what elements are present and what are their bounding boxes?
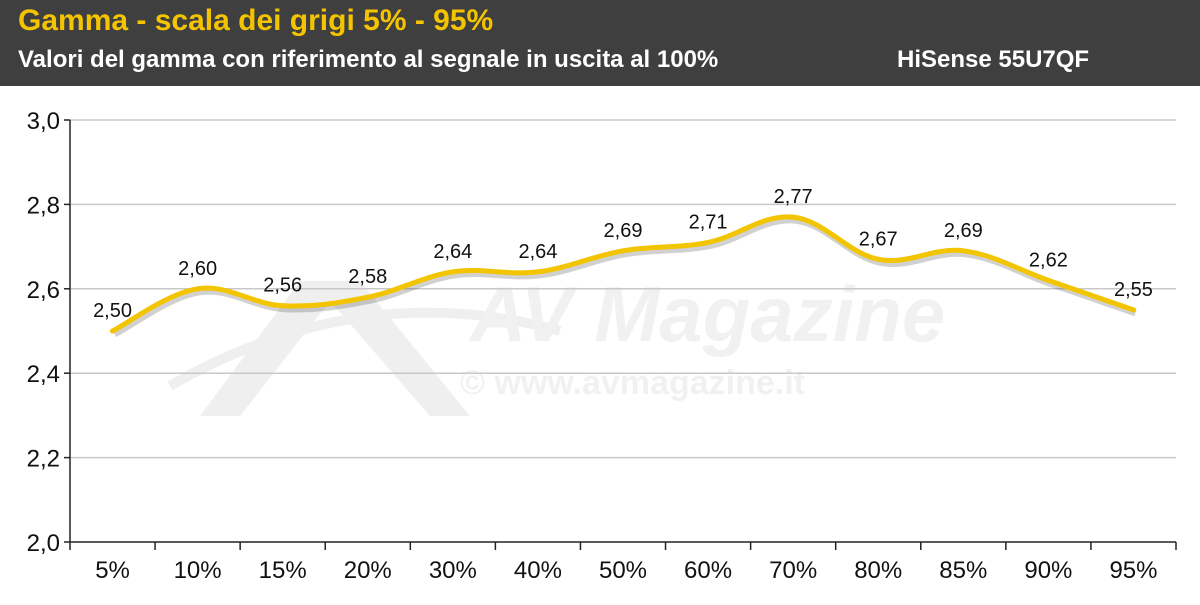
data-label: 2,71 (689, 211, 728, 233)
x-tick-label: 20% (344, 557, 392, 584)
device-model: HiSense 55U7QF (897, 46, 1090, 73)
y-tick-label: 3,0 (27, 108, 60, 135)
data-point (705, 239, 711, 245)
x-tick-label: 10% (174, 557, 222, 584)
data-label: 2,69 (604, 220, 643, 242)
x-tick-label: 95% (1109, 557, 1157, 584)
x-tick-label: 80% (854, 557, 902, 584)
x-tick-label: 50% (599, 557, 647, 584)
y-tick-label: 2,4 (27, 361, 60, 388)
data-point (110, 328, 116, 334)
data-point (620, 248, 626, 254)
data-label: 2,55 (1114, 279, 1153, 301)
data-label: 2,67 (859, 228, 898, 250)
chart-subtitle: Valori del gamma con riferimento al segn… (18, 46, 719, 73)
data-label: 2,77 (774, 186, 813, 208)
watermark: AV Magazine © www.avmagazine.it (167, 270, 945, 416)
data-point (1045, 277, 1051, 283)
series-gamma (110, 214, 1137, 338)
x-tick-label: 40% (514, 557, 562, 584)
x-tick-label: 15% (259, 557, 307, 584)
data-point (960, 248, 966, 254)
x-tick-label: 70% (769, 557, 817, 584)
data-point (875, 256, 881, 262)
data-label: 2,64 (518, 241, 557, 263)
y-tick-label: 2,2 (27, 446, 60, 473)
data-point (790, 214, 796, 220)
x-tick-label: 5% (95, 557, 130, 584)
data-point (280, 303, 286, 309)
data-label: 2,58 (348, 266, 387, 288)
data-label: 2,64 (433, 241, 472, 263)
data-label: 2,60 (178, 258, 217, 280)
data-point (195, 286, 201, 292)
y-tick-label: 2,8 (27, 192, 60, 219)
data-labels: 2,50 2,60 2,56 2,58 2,64 2,64 2,69 2,71 2,77 2,67… (93, 186, 1153, 322)
data-label: 2,69 (944, 220, 983, 242)
watermark-url: © www.avmagazine.it (460, 364, 805, 402)
y-tick-label: 2,0 (27, 530, 60, 557)
grid-lines (70, 119, 1176, 459)
x-tick-label: 90% (1024, 557, 1072, 584)
data-point (450, 269, 456, 275)
x-tick-label: 85% (939, 557, 987, 584)
watermark-brand: AV Magazine (468, 270, 945, 358)
x-tick-label: 30% (429, 557, 477, 584)
data-label: 2,50 (93, 300, 132, 322)
data-point (535, 269, 541, 275)
x-tick-label: 60% (684, 557, 732, 584)
watermark-logo-swoosh (167, 307, 562, 391)
data-point (365, 294, 371, 300)
axes: 2,0 2,2 2,4 2,6 2,8 3,0 5% 10% 15% 20% 30% 40% 50% 60… (27, 108, 1177, 584)
y-tick-label: 2,6 (27, 277, 60, 304)
series-line-shadow (112, 216, 1137, 338)
chart-title: Gamma - scala dei grigi 5% - 95% (18, 4, 494, 37)
data-point (1130, 307, 1136, 313)
data-label: 2,56 (263, 275, 302, 297)
data-label: 2,62 (1029, 249, 1068, 271)
gamma-line-chart: AV Magazine © www.avmagazine.it 2,02,22,… (27, 108, 1177, 584)
chart-header: Gamma - scala dei grigi 5% - 95% Valori … (0, 0, 1200, 86)
chart-area: AV Magazine © www.avmagazine.it 2,0 2,2 2,… (0, 86, 1200, 600)
watermark-logo-mark (200, 281, 470, 416)
